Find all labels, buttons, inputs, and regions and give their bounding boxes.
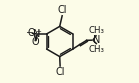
- Text: O: O: [31, 37, 39, 47]
- Text: Cl: Cl: [55, 67, 65, 77]
- Text: N: N: [33, 29, 41, 39]
- Text: +: +: [36, 29, 42, 35]
- Text: −: −: [25, 27, 33, 36]
- Text: O: O: [27, 28, 35, 38]
- Text: Cl: Cl: [58, 5, 67, 15]
- Text: CH₃: CH₃: [89, 45, 105, 54]
- Text: CH₃: CH₃: [88, 26, 104, 35]
- Text: N: N: [93, 35, 100, 45]
